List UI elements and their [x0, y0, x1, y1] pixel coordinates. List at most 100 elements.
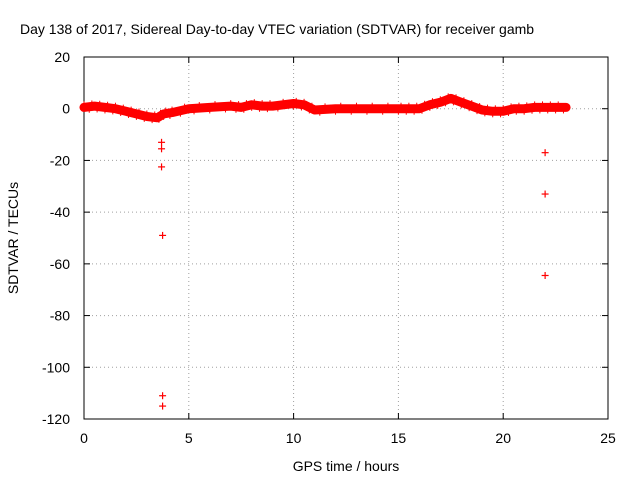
trace-point	[413, 102, 420, 109]
data-layer	[79, 93, 571, 410]
trace-point	[101, 107, 108, 114]
tick-layer: 0 5 10 15 20 25 20 0 -20 -40 -60 -80 -100 -120	[42, 49, 616, 446]
trace-point	[248, 104, 255, 111]
trace-point	[544, 107, 551, 114]
trace-point	[398, 102, 405, 109]
trace-point	[332, 108, 339, 115]
trace-point	[173, 108, 180, 115]
trace-point	[191, 108, 198, 115]
trace-point	[133, 113, 140, 120]
trace-point	[466, 105, 473, 112]
y-tick-label: -60	[50, 256, 70, 272]
trace-point	[518, 105, 525, 112]
trace-point	[256, 105, 263, 112]
trace-point	[497, 111, 504, 118]
trace-point	[232, 106, 239, 113]
trace-point	[374, 105, 381, 112]
trace-point	[526, 105, 533, 112]
trace-point	[160, 113, 167, 120]
trace-point	[327, 106, 334, 113]
outlier-point	[158, 138, 166, 146]
trace-point	[557, 104, 564, 111]
trace-point	[311, 107, 318, 114]
trace-point	[384, 102, 391, 109]
trace-point	[426, 104, 433, 111]
trace-point	[453, 94, 460, 101]
plot-frame	[83, 56, 609, 420]
trace-point	[141, 115, 148, 122]
trace-point	[306, 107, 313, 114]
trace-point	[539, 101, 546, 108]
trace-point	[264, 106, 271, 113]
trace-point	[196, 102, 203, 109]
trace-point	[379, 108, 386, 115]
trace-point	[476, 103, 483, 110]
trace-point	[322, 103, 329, 110]
trace-point	[555, 101, 562, 108]
trace-point	[369, 102, 376, 109]
trace-point	[405, 102, 412, 109]
trace-point	[130, 110, 137, 117]
y-tick-label: -100	[42, 359, 70, 375]
y-tick-label: 20	[54, 49, 70, 65]
trace-point	[489, 111, 496, 118]
y-tick-label: 0	[62, 101, 70, 117]
grid-layer	[84, 57, 608, 419]
trace-point	[280, 98, 287, 105]
trace-point	[298, 104, 305, 111]
chart-title: Day 138 of 2017, Sidereal Day-to-day VTE…	[20, 21, 534, 37]
trace-point	[316, 109, 323, 116]
trace-point	[395, 108, 402, 115]
trace-point	[348, 108, 355, 115]
trace-point	[230, 103, 237, 110]
trace-point	[91, 103, 98, 110]
trace-point	[201, 104, 208, 111]
outlier-point	[159, 231, 167, 239]
trace-point	[122, 108, 129, 115]
trace-point	[301, 98, 308, 105]
trace-point	[125, 111, 132, 118]
x-tick-label: 10	[286, 430, 302, 446]
trace-point	[337, 102, 344, 109]
y-tick-label: -80	[50, 308, 70, 324]
trace-point	[542, 104, 549, 111]
trace-point	[235, 101, 242, 108]
trace-point	[86, 106, 93, 113]
trace-point	[81, 101, 87, 108]
trace-point	[212, 101, 218, 108]
trace-point	[269, 103, 276, 110]
trace-point	[94, 106, 101, 113]
trace-point	[227, 100, 234, 107]
trace-point	[177, 110, 184, 117]
trace-point	[285, 101, 292, 108]
trace-point	[138, 112, 145, 119]
trace-point	[149, 117, 156, 124]
trace-point	[253, 102, 260, 109]
trace-point	[166, 112, 173, 119]
trace-point	[251, 99, 258, 106]
outlier-point	[159, 392, 167, 400]
trace-point	[128, 106, 135, 113]
trace-point	[83, 104, 90, 111]
trace-point	[146, 113, 153, 120]
trace-point	[136, 108, 143, 115]
trace-point	[474, 108, 480, 115]
trace-point	[99, 104, 106, 111]
trace-point	[353, 102, 360, 109]
trace-point	[408, 105, 415, 112]
trace-point	[471, 104, 478, 111]
x-tick-label: 20	[495, 430, 511, 446]
trace-point	[479, 107, 486, 114]
trace-point	[181, 103, 188, 110]
trace-point	[450, 99, 457, 106]
trace-point	[494, 108, 501, 115]
outlier-point	[541, 190, 549, 198]
trace-point	[505, 110, 512, 117]
trace-point	[88, 100, 95, 107]
trace-point	[523, 102, 530, 109]
trace-point	[447, 95, 454, 102]
trace-point	[492, 105, 499, 112]
trace-point	[460, 97, 467, 104]
trace-point	[217, 103, 224, 110]
